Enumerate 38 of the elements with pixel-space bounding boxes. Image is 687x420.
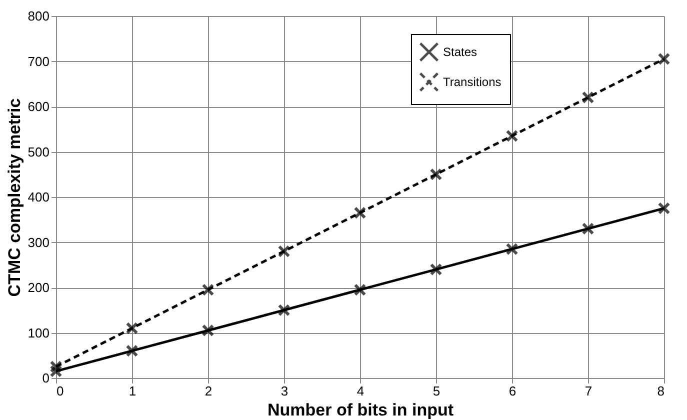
- y-tick-label: 200: [28, 280, 50, 295]
- x-tick-label: 5: [432, 384, 440, 398]
- y-tick-label: 0: [42, 370, 50, 386]
- point: [506, 130, 518, 142]
- x-tick-label: 4: [356, 384, 364, 398]
- x-tick-label: 0: [56, 384, 64, 398]
- point: [202, 284, 214, 296]
- point: [506, 242, 518, 256]
- point: [430, 263, 442, 276]
- point: [126, 344, 138, 358]
- legend-label: Transitions: [443, 75, 502, 89]
- y-axis-title: CTMC complexity metric: [4, 98, 24, 297]
- point: [658, 52, 670, 66]
- y-tick-label: 700: [28, 54, 50, 69]
- point: [126, 322, 138, 334]
- y-tick-label: 400: [28, 190, 50, 204]
- y-tick-label: 600: [28, 99, 50, 114]
- point: [202, 324, 214, 337]
- x-tick-label: 3: [280, 384, 288, 398]
- legend-label: States: [443, 45, 478, 59]
- point: [354, 284, 366, 296]
- y-tick-label: 100: [28, 325, 50, 340]
- x-tick-label: 8: [657, 384, 664, 398]
- x-tick-label: 2: [204, 384, 212, 398]
- y-tick-label: 300: [28, 234, 50, 250]
- y-tick-label: 500: [28, 144, 50, 160]
- point: [278, 245, 290, 258]
- point: [354, 206, 366, 220]
- point: [658, 202, 670, 215]
- x-tick-label: 6: [508, 384, 516, 398]
- point: [430, 168, 442, 181]
- y-tick-label: 800: [28, 8, 50, 24]
- point: [278, 304, 290, 316]
- point: [582, 91, 594, 104]
- x-axis-title: Number of bits in input: [267, 400, 454, 420]
- x-tick-label: 1: [128, 384, 136, 398]
- x-tick-label: 7: [584, 384, 592, 398]
- point: [582, 222, 594, 235]
